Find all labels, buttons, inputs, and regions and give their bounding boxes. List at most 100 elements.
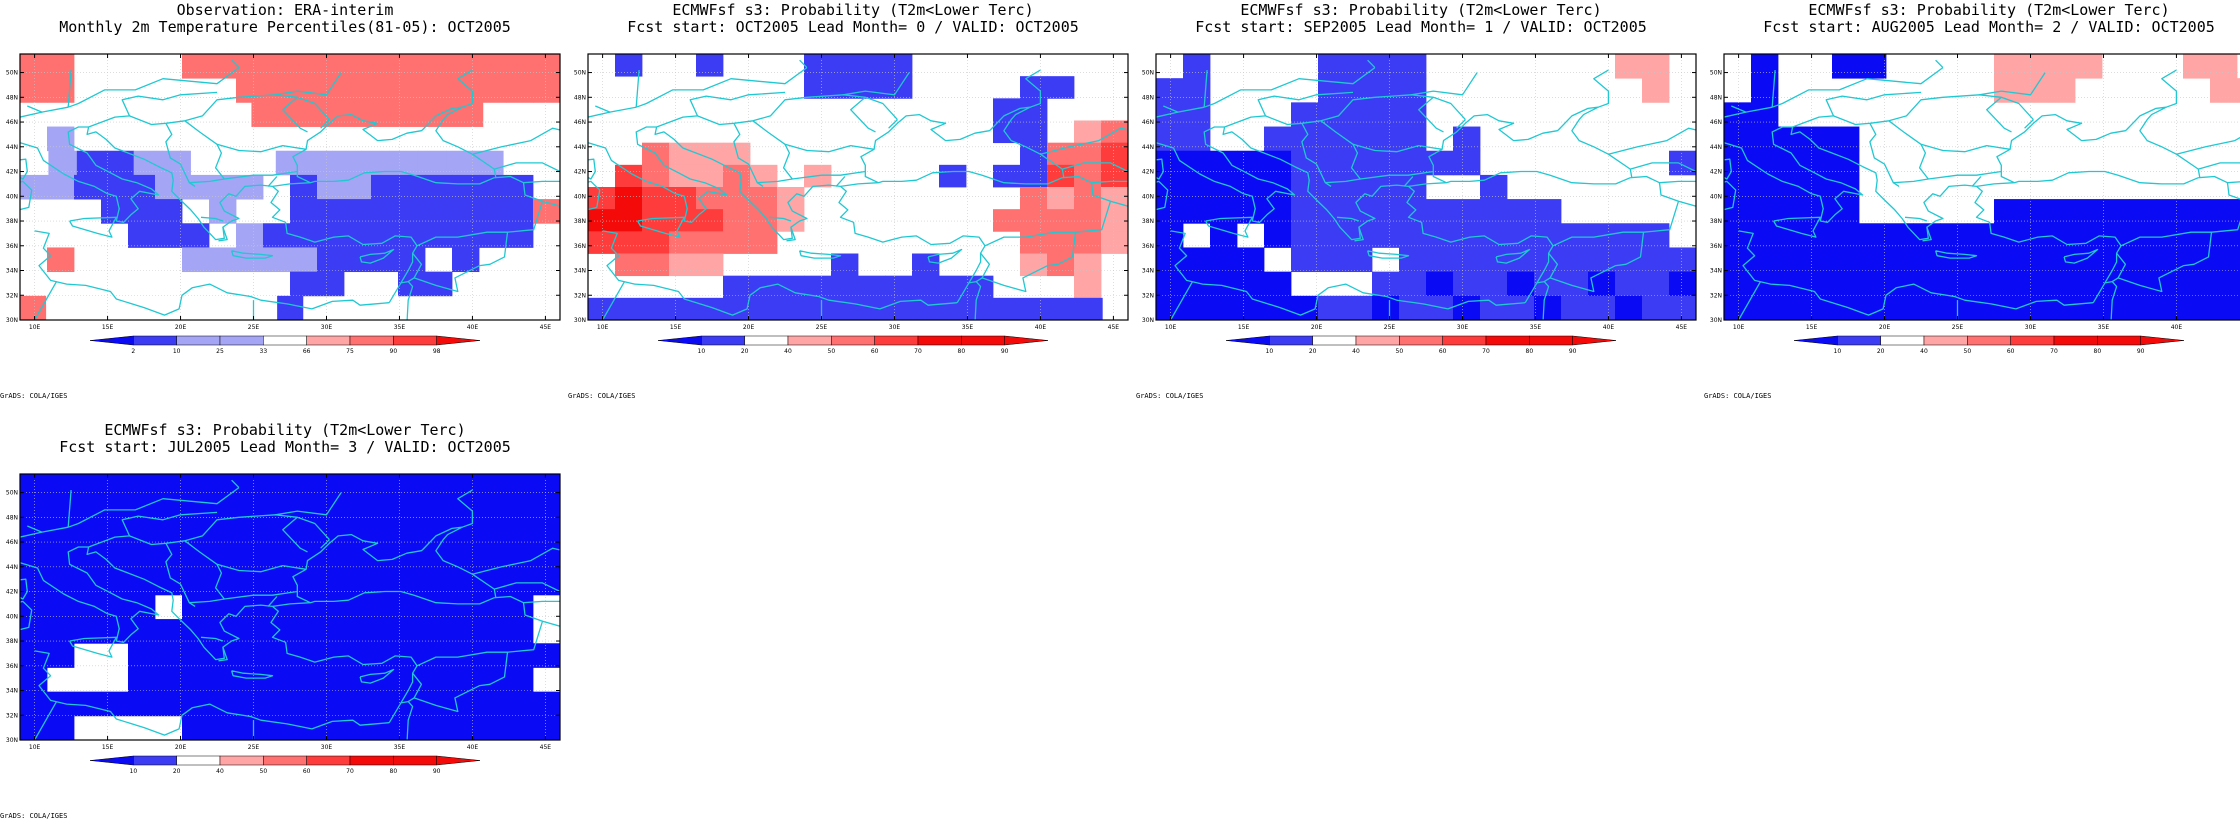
grid-cell (236, 594, 264, 620)
grid-cell (533, 522, 561, 547)
lat-tick-label: 30N (6, 737, 18, 744)
grid-cell (371, 715, 399, 741)
lat-tick-label: 44N (6, 144, 18, 151)
map-canvas: 30N 32N 34N 36N 38N 40N 42N 44N 46N 48N 50N 10E 15E 2… (6, 473, 561, 775)
grid-cell (831, 275, 859, 299)
grid-cell (1372, 126, 1400, 152)
grid-cell (20, 54, 48, 79)
grid-cell (101, 570, 129, 596)
grid-cell (615, 164, 643, 188)
legend-label: 50 (1964, 348, 1972, 355)
grid-cell (182, 667, 210, 693)
lon-tick-label: 30E (889, 324, 901, 331)
legend-label: 98 (433, 348, 441, 355)
grid-cell (1210, 174, 1238, 200)
grid-cell (642, 187, 670, 210)
legend-swatch (1442, 335, 1487, 346)
grid-cell (452, 474, 480, 499)
grid-cell (639, 297, 666, 321)
grid-cell (690, 297, 717, 321)
coastlines (1724, 59, 2240, 320)
grid-cell (2021, 78, 2049, 103)
grid-cell (1074, 187, 1102, 210)
grid-cell (1025, 297, 1052, 321)
grid-cell (723, 231, 751, 254)
grid-cell (966, 275, 994, 299)
grid-cell (2210, 295, 2238, 321)
legend-label: 66 (303, 348, 311, 355)
grid-cell (716, 297, 743, 321)
grid-cell (669, 142, 697, 166)
grid-cell (1020, 187, 1048, 210)
grid-cell (885, 275, 913, 299)
grid-cell (1050, 297, 1077, 321)
grid-cell (290, 619, 318, 644)
grid-cell (669, 164, 697, 188)
grid-cell (1372, 199, 1400, 224)
grid-cell (2075, 54, 2103, 79)
grid-cell (263, 78, 291, 103)
grid-cell (47, 474, 75, 499)
grid-cell (506, 54, 534, 79)
grid-cell (2075, 295, 2103, 321)
grid-cell (20, 295, 47, 321)
lat-tick-label: 32N (574, 292, 586, 299)
grid-cell (506, 78, 534, 103)
grid-cell (1047, 209, 1075, 232)
grid-cell (1020, 209, 1048, 232)
legend-label: 20 (741, 348, 749, 355)
legend-swatch (133, 755, 177, 766)
grid-cell (47, 247, 75, 273)
grid-cell (1642, 247, 1670, 273)
grid-cell (128, 643, 156, 668)
grid-cell (819, 297, 846, 321)
lat-tick-label: 42N (1142, 169, 1154, 176)
legend-swatch (1529, 335, 1573, 346)
grid-cell (290, 54, 318, 79)
grid-cell (2237, 199, 2240, 224)
grid-cell (479, 78, 507, 103)
grid-cell (317, 619, 345, 644)
grid-cell (425, 667, 453, 693)
map-panel-lead0: ECMWFsf s3: Probability (T2m<Lower Terc)… (568, 0, 1138, 410)
lat-tick-label: 44N (6, 564, 18, 571)
grid-cell (452, 78, 480, 103)
grid-cell (993, 120, 1021, 144)
grid-cell (452, 54, 480, 79)
grid-cell (263, 570, 291, 596)
grid-cell (182, 223, 210, 248)
grid-cell (317, 78, 345, 103)
grid-cell (948, 297, 975, 321)
grid-cell (371, 498, 399, 523)
map-canvas: 30N 32N 34N 36N 38N 40N 42N 44N 46N 48N 50N 10E 15E 2… (1710, 53, 2240, 355)
grid-cell (209, 522, 237, 547)
grid-cell (1074, 164, 1102, 188)
grid-cell (1778, 223, 1806, 248)
grid-cell (128, 474, 156, 499)
lat-tick-label: 38N (6, 638, 18, 645)
grid-cell (101, 691, 129, 717)
grid-cell (1859, 295, 1887, 321)
grid-cell (425, 199, 453, 224)
grid-cell (344, 619, 372, 644)
legend-label: 40 (1352, 348, 1360, 355)
axis-labels: 30N 32N 34N 36N 38N 40N 42N 44N 46N 48N 50N 10E 15E 2… (1142, 70, 1687, 331)
grid-cell (804, 54, 832, 77)
grid-cell (2210, 247, 2238, 273)
grid-cell (506, 522, 534, 547)
grid-cell (615, 209, 643, 232)
grid-cell (2048, 199, 2076, 224)
grid-cell (128, 667, 156, 693)
legend-label: 10 (698, 348, 706, 355)
grid-cell (1318, 54, 1346, 79)
grid-cell (1615, 295, 1643, 321)
grid-cell (2075, 247, 2103, 273)
grid-cell (182, 54, 210, 79)
grid-cell (2075, 199, 2103, 224)
grid-cell (2075, 271, 2103, 297)
legend-swatch (89, 755, 134, 766)
grid-cell (452, 199, 480, 224)
grid-cell (723, 164, 751, 188)
grid-cell (344, 691, 372, 717)
lat-tick-label: 34N (1142, 268, 1154, 275)
